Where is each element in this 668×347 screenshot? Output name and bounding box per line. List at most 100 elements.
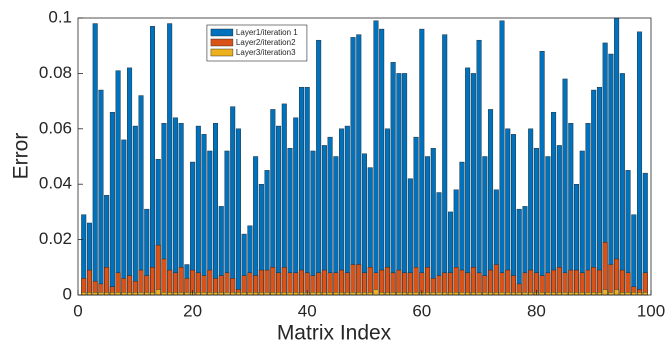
bar [195, 292, 201, 296]
legend-swatch [210, 48, 234, 57]
bar [138, 269, 144, 296]
bar [574, 269, 580, 296]
bar [241, 292, 247, 296]
x-tick-label: 80 [527, 301, 546, 320]
bar [522, 272, 528, 296]
bar [149, 26, 155, 296]
bar [86, 292, 92, 296]
bar [465, 67, 471, 296]
bar [339, 292, 345, 296]
bar [396, 73, 402, 296]
bar [384, 267, 390, 296]
bar [115, 70, 121, 296]
legend-label: Layer1/iteration 1 [236, 28, 298, 37]
bar [407, 272, 413, 296]
bar [596, 87, 602, 296]
bar [453, 267, 459, 296]
bar [344, 272, 350, 296]
bar [172, 117, 178, 296]
bar [356, 34, 362, 296]
bar [132, 125, 138, 296]
bar [482, 292, 488, 296]
bar [436, 292, 442, 296]
bar [109, 292, 115, 296]
bar [425, 292, 431, 296]
bar [253, 156, 259, 296]
bar [310, 292, 316, 296]
bar [287, 272, 293, 296]
bar [396, 269, 402, 296]
bar [390, 62, 396, 296]
bar [258, 269, 264, 296]
bar [195, 272, 201, 296]
bar [281, 292, 287, 296]
bar [235, 128, 241, 296]
bar [614, 17, 620, 296]
bar [224, 292, 230, 296]
bar [396, 292, 402, 296]
bar [499, 20, 505, 296]
bar [551, 292, 557, 296]
bar [379, 292, 385, 296]
bar [132, 292, 138, 296]
bar [631, 214, 637, 296]
bar [178, 292, 184, 296]
bar [551, 269, 557, 296]
bar [298, 87, 304, 296]
bar [585, 269, 591, 296]
y-tick-label: 0 [63, 284, 72, 303]
bar [510, 292, 516, 296]
bar [551, 111, 557, 296]
bar [505, 292, 511, 296]
legend-swatch [210, 38, 234, 47]
y-tick-label: 0.02 [39, 229, 72, 248]
bar [121, 292, 127, 296]
bar [516, 208, 522, 296]
bar [270, 292, 276, 296]
bar [109, 111, 115, 296]
bar [602, 242, 608, 296]
bar [585, 292, 591, 296]
bar [253, 292, 259, 296]
bar [625, 272, 631, 296]
bar [161, 258, 167, 296]
bar [362, 292, 367, 296]
bar [235, 292, 241, 296]
bar [115, 292, 121, 296]
bar [470, 73, 476, 296]
bar [98, 89, 104, 296]
plot-frame [77, 17, 652, 296]
bar [104, 292, 110, 296]
bar [98, 292, 104, 296]
bar [545, 292, 551, 296]
bar [516, 292, 522, 296]
bar [333, 272, 339, 296]
bar [373, 20, 379, 296]
bar [81, 292, 87, 296]
bar [276, 292, 282, 296]
bar [625, 292, 631, 296]
bar [264, 292, 270, 296]
y-axis-label: Error [10, 133, 33, 180]
bar [356, 292, 362, 296]
bar [568, 269, 574, 296]
bar [316, 39, 322, 296]
bar [413, 267, 419, 296]
bar [339, 269, 345, 296]
bar [476, 39, 482, 296]
bar [172, 272, 178, 296]
bar [470, 267, 476, 296]
bar [488, 269, 494, 296]
bar [213, 292, 219, 296]
bar [556, 267, 562, 296]
bar [574, 292, 580, 296]
bar [155, 289, 161, 296]
bar [127, 67, 133, 296]
bar [562, 78, 568, 296]
bar [327, 292, 333, 296]
bar [470, 292, 476, 296]
bar [602, 289, 608, 296]
bar [459, 292, 465, 296]
bar [201, 292, 207, 296]
x-tick-label: 40 [298, 301, 317, 320]
